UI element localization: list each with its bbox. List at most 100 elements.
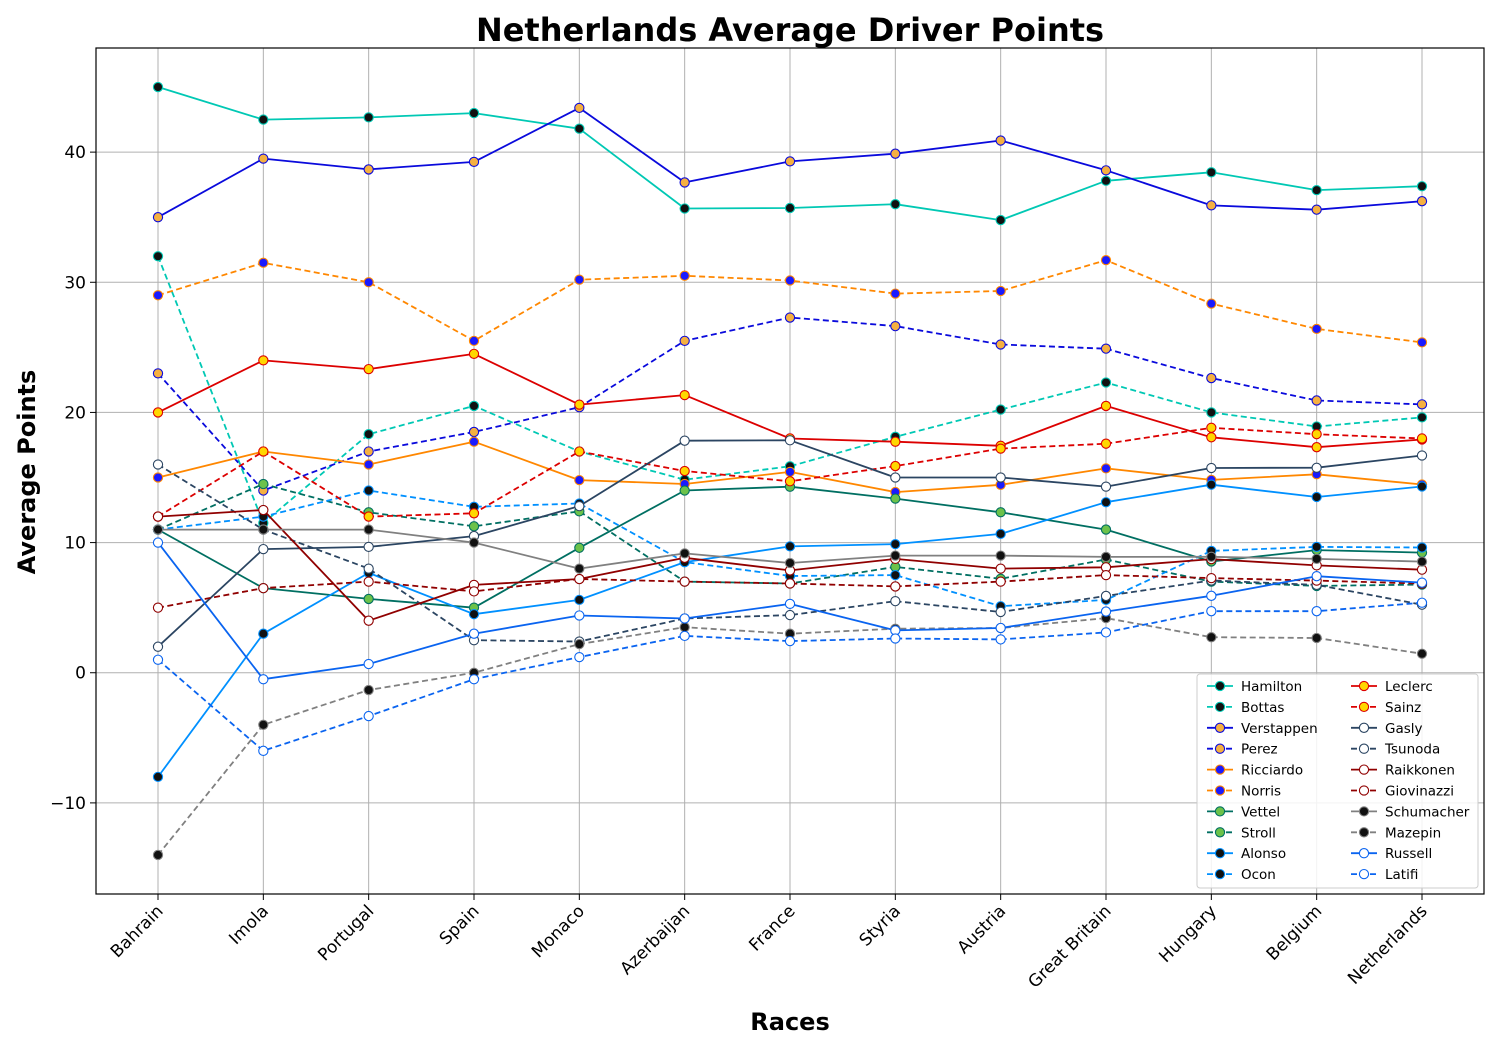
data-point [363, 710, 374, 722]
legend-marker [1214, 743, 1226, 754]
x-tick-label: France [745, 901, 799, 955]
legend-item: Schumacher [1351, 804, 1470, 820]
data-point [152, 251, 164, 262]
legend-item: Sainz [1351, 700, 1421, 716]
series-schumacher [152, 524, 1428, 574]
data-point [152, 511, 164, 522]
legend-marker [1358, 868, 1370, 880]
data-point [258, 719, 269, 730]
data-point [1100, 438, 1112, 449]
data-point [363, 112, 374, 123]
data-point [1311, 323, 1322, 335]
legend-marker [1358, 764, 1370, 775]
data-point [152, 771, 164, 783]
data-point [1100, 255, 1112, 266]
legend-label: Norris [1241, 784, 1281, 800]
data-point [1100, 569, 1112, 581]
x-tick-label: Bahrain [107, 901, 168, 962]
data-point [784, 466, 796, 478]
data-point [468, 426, 480, 438]
legend-marker [1358, 848, 1370, 859]
data-point [363, 446, 374, 457]
data-point [1311, 553, 1322, 565]
y-tick-label: 10 [64, 534, 86, 554]
x-tick-label: Styria [856, 901, 905, 950]
data-point [574, 500, 585, 512]
data-point [1206, 632, 1217, 643]
data-point [152, 602, 164, 613]
data-point [995, 606, 1006, 618]
legend-label: Schumacher [1385, 804, 1470, 820]
legend-label: Latifi [1385, 867, 1418, 883]
data-point [995, 214, 1006, 226]
data-point [363, 684, 374, 696]
data-point [1100, 400, 1112, 412]
data-point [1416, 556, 1428, 567]
data-point [1100, 377, 1112, 388]
data-point [1311, 429, 1322, 440]
data-point [468, 628, 480, 639]
data-point [1206, 551, 1217, 562]
data-point [363, 658, 374, 670]
data-point [1206, 407, 1217, 418]
x-axis-ticks: Bahrain Imola Portugal Spain Monaco Azerbaija… [107, 894, 1432, 992]
data-point [784, 202, 796, 214]
data-point [1416, 412, 1428, 423]
x-tick-label: Netherlands [1344, 901, 1432, 989]
data-point [890, 596, 901, 607]
data-point [1416, 399, 1428, 410]
x-tick-label: Austria [954, 901, 1011, 958]
data-point [995, 285, 1006, 297]
data-point [1206, 372, 1217, 384]
legend-label: Ricciardo [1241, 763, 1303, 779]
data-point [784, 578, 796, 589]
data-point [1100, 606, 1112, 617]
data-point [363, 511, 374, 522]
data-point [258, 745, 269, 756]
data-point [1311, 491, 1322, 503]
legend-item: Raikkonen [1351, 763, 1455, 779]
y-tick-label: −10 [50, 794, 86, 814]
legend-marker [1214, 722, 1226, 733]
data-point [1100, 497, 1112, 508]
legend-item: Ocon [1207, 867, 1276, 883]
data-point [363, 563, 374, 574]
data-point [152, 472, 164, 483]
data-point [258, 257, 269, 268]
data-point [1416, 196, 1428, 207]
data-point [1206, 590, 1217, 601]
data-point [574, 638, 585, 650]
data-point [890, 199, 901, 210]
data-point [574, 274, 585, 285]
data-point [1206, 298, 1217, 309]
data-point [995, 634, 1006, 645]
data-point [152, 654, 164, 665]
data-point [152, 290, 164, 301]
data-point [363, 485, 374, 496]
data-point [258, 355, 269, 366]
legend-marker [1358, 806, 1370, 817]
data-point [890, 569, 901, 581]
data-point [1100, 524, 1112, 535]
data-point [363, 164, 374, 175]
x-tick-label: Belgium [1263, 901, 1326, 964]
data-point [363, 363, 374, 375]
data-point [1100, 551, 1112, 563]
legend-label: Perez [1241, 742, 1278, 758]
data-point [258, 153, 269, 164]
data-point [995, 528, 1006, 540]
data-point [258, 582, 269, 594]
data-point [152, 368, 164, 379]
y-tick-label: 40 [64, 143, 86, 163]
data-point [258, 504, 269, 516]
legend-marker [1214, 868, 1226, 880]
data-point [1311, 606, 1322, 617]
data-point [1100, 463, 1112, 474]
series-lines [152, 81, 1428, 861]
legend-item: Mazepin [1351, 825, 1441, 841]
data-point [784, 609, 796, 621]
data-point [1206, 462, 1217, 474]
y-tick-label: 20 [64, 403, 86, 423]
data-point [995, 404, 1006, 415]
x-tick-label: Hungary [1155, 901, 1220, 966]
